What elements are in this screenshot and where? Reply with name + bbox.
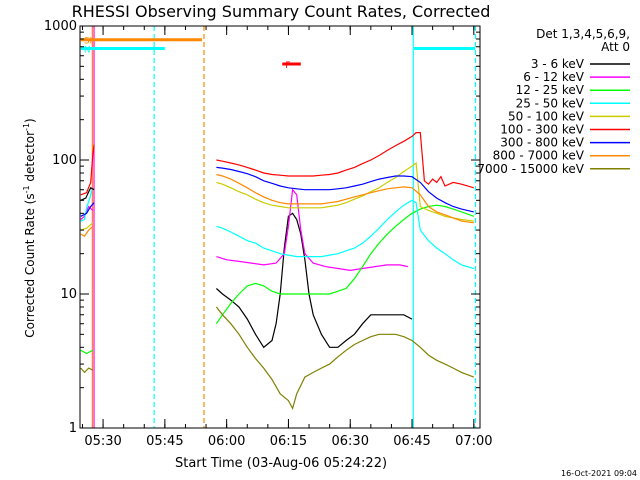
x-axis: 05:30 05:45 06:00 06:15 06:30 06:45 07:00 [81,26,493,449]
series-7-line-1 [216,173,474,224]
x-tick-label-5: 06:45 [393,434,430,449]
series-4-line-0 [80,222,94,231]
legend-label-2: 12 - 25 keV [516,83,585,97]
plot-frame [79,25,481,429]
series-2-line-0 [80,349,94,355]
footer-date: 16-Oct-2021 09:04 [561,469,637,478]
series-2-line-1 [215,204,475,325]
y-tick-label-2: 100 [52,153,77,168]
chart-title: RHESSI Observing Summary Count Rates, Co… [72,2,491,21]
series-1-line-1 [216,188,409,272]
x-tick-label-1: 05:45 [146,434,183,449]
x-axis-label: Start Time (03-Aug-06 05:24:22) [175,456,387,471]
plot-area: SIN F [80,26,477,428]
x-tick-label-4: 06:30 [332,434,369,449]
x-tick-label-2: 06:00 [208,434,245,449]
series-8-line-1 [215,306,475,410]
series-0-line-1 [215,212,413,349]
x-tick-label-6: 07:00 [455,434,492,449]
legend-label-1: 6 - 12 keV [523,70,585,84]
y-tick-label-0: 1 [69,421,77,436]
flag-label-3: F [285,61,290,71]
y-label-sup2: -1 [22,123,31,131]
legend-label-7: 800 - 7000 keV [493,149,585,163]
y-axis: 1 10 100 1000 [44,19,480,436]
legend-label-0: 3 - 6 keV [531,57,585,71]
x-tick-label-3: 06:15 [270,434,307,449]
series-3-line-0 [80,189,93,222]
series-5-line-1 [216,132,474,189]
series-5-line-0 [80,144,95,196]
legend-label-8: 7000 - 15000 keV [477,162,584,176]
flag-label-0: SI [84,37,92,47]
series-3-line-1 [216,199,474,270]
y-label-end: ) [23,118,37,123]
y-tick-label-1: 10 [60,287,77,302]
y-tick-label-3: 1000 [44,19,77,34]
y-label-main: Corrected Count Rate (s [23,193,37,337]
legend-header-det: Det 1,3,4,5,6,9, [536,27,630,41]
series-6-line-0 [80,202,95,217]
legend-label-4: 50 - 100 keV [508,109,585,123]
y-label-mid: detector [23,131,37,186]
series-6-line-1 [216,166,474,213]
legend-label-3: 25 - 50 keV [516,96,585,110]
series-7-line-0 [80,225,94,237]
y-label-sup1: -1 [22,185,31,193]
x-tick-label-0: 05:30 [84,434,121,449]
flag-label-1: N [84,45,91,55]
series-8-line-0 [80,367,94,374]
legend-label-6: 300 - 800 keV [500,136,584,150]
y-axis-label: Corrected Count Rate (s-1 detector-1) [22,118,37,337]
legend-label-5: 100 - 300 keV [500,123,584,137]
legend-header-att: Att 0 [601,40,630,54]
series-0-line-0 [80,186,95,201]
series-1-line-0 [80,205,94,220]
series-4-line-1 [216,161,474,222]
